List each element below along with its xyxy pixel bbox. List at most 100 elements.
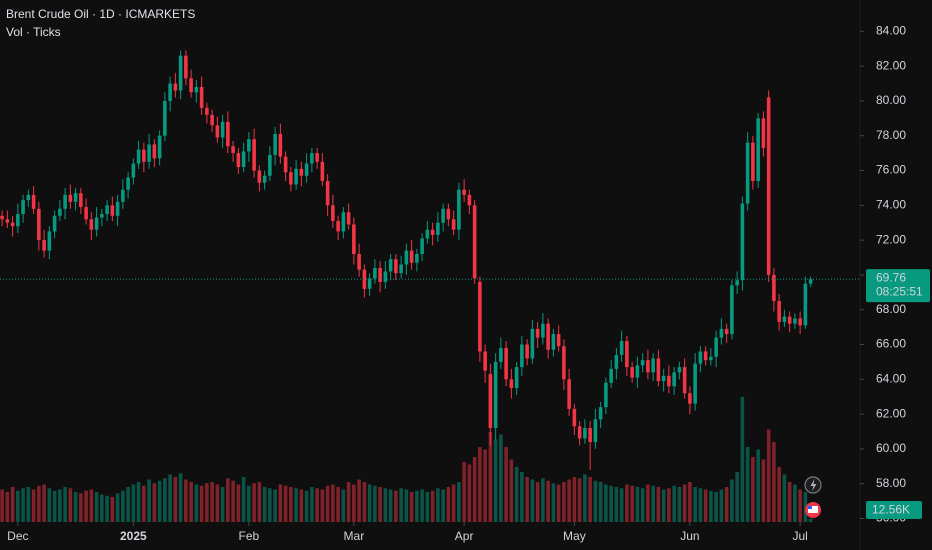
candle-body — [157, 135, 162, 159]
volume-bar — [446, 487, 451, 522]
candle-body — [803, 283, 808, 326]
candle-body — [499, 348, 503, 362]
volume-bar — [152, 483, 157, 522]
volume-bar — [798, 489, 802, 522]
volume-bar — [341, 489, 346, 522]
volume-bar — [205, 483, 209, 522]
volume-bar — [42, 484, 46, 522]
volume-bar — [105, 495, 109, 522]
volume-bar — [640, 488, 645, 522]
volume-bar — [68, 488, 73, 522]
candle-body — [73, 193, 78, 202]
candle-body — [457, 189, 461, 230]
chart-subtitle: Vol · Ticks — [6, 25, 61, 39]
candle-body — [194, 87, 199, 93]
volume-bar — [399, 488, 403, 522]
candle-body — [26, 194, 31, 201]
candle-body — [730, 285, 734, 335]
volume-bar — [751, 457, 755, 522]
x-tick-label: Dec — [7, 529, 28, 543]
volume-bar — [247, 485, 251, 522]
volume-bar — [31, 489, 36, 522]
volume-bar — [593, 480, 598, 522]
candle-body — [409, 250, 414, 263]
volume-bar — [173, 477, 178, 522]
volume-bar — [635, 487, 640, 522]
candle-body — [761, 118, 766, 148]
candle-body — [257, 170, 262, 183]
candle-body — [551, 334, 556, 350]
volume-bar — [362, 482, 367, 522]
volume-bar — [26, 487, 31, 522]
volume-bar — [740, 397, 745, 522]
volume-bar — [514, 467, 519, 522]
last-price-box — [866, 269, 930, 303]
candle-body — [751, 142, 755, 181]
volume-bar — [210, 482, 214, 522]
candle-body — [724, 328, 729, 335]
candle-body — [593, 419, 598, 442]
y-tick-label: 82.00 — [876, 58, 906, 72]
volume-bar — [808, 518, 813, 522]
candle-body — [614, 354, 619, 369]
volume-bar — [278, 484, 283, 522]
volume-bar — [336, 487, 340, 522]
candle-body — [226, 121, 230, 147]
candle-body — [168, 83, 172, 101]
candle-body — [21, 200, 25, 215]
volume-bar — [656, 487, 661, 522]
candle-body — [373, 267, 377, 279]
candle-body — [184, 55, 188, 79]
candle-body — [625, 341, 629, 368]
volume-bar — [688, 482, 692, 522]
candle-body — [199, 87, 204, 108]
y-tick-label: 76.00 — [876, 163, 906, 177]
candle-body — [10, 222, 15, 227]
candle-body — [562, 346, 566, 380]
candle-body — [709, 356, 713, 361]
candle-body — [115, 201, 120, 216]
x-tick-label: Apr — [455, 529, 474, 543]
candle-body — [745, 142, 750, 204]
volume-bar — [598, 482, 603, 522]
volume-bar — [226, 478, 230, 522]
volume-bar — [409, 492, 414, 522]
volume-bar — [509, 459, 514, 522]
volume-bar — [63, 487, 67, 522]
candle-body — [268, 154, 272, 176]
candle-body — [16, 214, 20, 227]
candle-body — [131, 163, 136, 178]
candle-body — [121, 189, 125, 202]
candle-body — [273, 133, 277, 155]
volume-bar — [52, 490, 57, 522]
volume-bar — [289, 487, 293, 522]
volume-bar — [530, 479, 535, 522]
candle-body — [205, 107, 209, 115]
volume-bar — [215, 484, 220, 522]
volume-bar — [483, 449, 487, 522]
volume-bar — [488, 432, 493, 522]
lightning-glyph — [810, 479, 817, 491]
y-tick-label: 64.00 — [876, 371, 906, 385]
volume-bar — [394, 490, 398, 522]
x-tick-label: Jul — [792, 529, 807, 543]
candle-body — [231, 146, 235, 154]
volume-bar — [472, 457, 477, 522]
volume-bar — [567, 479, 571, 522]
volume-bar — [100, 494, 104, 522]
candle-body — [483, 351, 487, 371]
volume-bar — [115, 493, 120, 522]
candle-body — [478, 281, 482, 352]
volume-bar — [709, 490, 713, 522]
volume-bar — [388, 489, 393, 522]
candle-body — [472, 205, 477, 279]
x-tick-label: Mar — [344, 529, 365, 543]
candle-body — [189, 78, 193, 93]
volume-bar — [425, 492, 430, 522]
candle-body — [604, 382, 608, 408]
volume-bar — [556, 484, 561, 522]
volume-bar — [21, 488, 25, 522]
candle-body — [572, 408, 577, 427]
volume-bar — [730, 479, 734, 522]
volume-bar — [588, 477, 592, 522]
